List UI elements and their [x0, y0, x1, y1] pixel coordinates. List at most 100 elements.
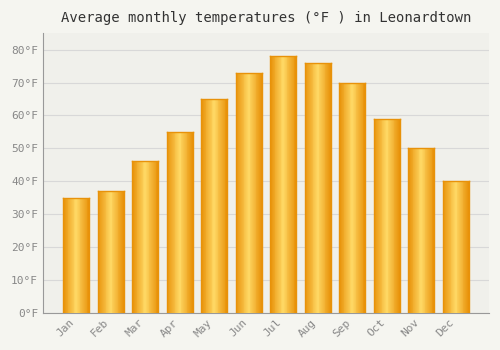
- Bar: [79, 198, 80, 313]
- Bar: [308, 63, 309, 313]
- Bar: [151, 161, 152, 313]
- Bar: [429, 148, 430, 313]
- Bar: [186, 132, 188, 313]
- Bar: [420, 148, 421, 313]
- Bar: [245, 73, 246, 313]
- Bar: [379, 119, 380, 313]
- Bar: [430, 148, 432, 313]
- Bar: [142, 161, 144, 313]
- Bar: [109, 191, 110, 313]
- Bar: [289, 56, 290, 313]
- Bar: [284, 56, 285, 313]
- Bar: [174, 132, 176, 313]
- Bar: [88, 198, 89, 313]
- Bar: [462, 181, 464, 313]
- Title: Average monthly temperatures (°F ) in Leonardtown: Average monthly temperatures (°F ) in Le…: [60, 11, 471, 25]
- Bar: [206, 99, 208, 313]
- Bar: [134, 161, 135, 313]
- Bar: [424, 148, 426, 313]
- Bar: [223, 99, 224, 313]
- Bar: [421, 148, 422, 313]
- Bar: [314, 63, 315, 313]
- Bar: [399, 119, 400, 313]
- Bar: [65, 198, 66, 313]
- Bar: [273, 56, 274, 313]
- Bar: [329, 63, 330, 313]
- Bar: [86, 198, 88, 313]
- Bar: [76, 198, 77, 313]
- Bar: [242, 73, 244, 313]
- Bar: [135, 161, 136, 313]
- Bar: [460, 181, 461, 313]
- Bar: [246, 73, 247, 313]
- Bar: [310, 63, 311, 313]
- Bar: [222, 99, 223, 313]
- Bar: [386, 119, 388, 313]
- Bar: [292, 56, 294, 313]
- Bar: [171, 132, 172, 313]
- Bar: [398, 119, 399, 313]
- Bar: [344, 83, 346, 313]
- Bar: [459, 181, 460, 313]
- Bar: [77, 198, 78, 313]
- Bar: [140, 161, 141, 313]
- Bar: [215, 99, 216, 313]
- Bar: [294, 56, 296, 313]
- Bar: [250, 73, 252, 313]
- Bar: [423, 148, 424, 313]
- Bar: [385, 119, 386, 313]
- Bar: [286, 56, 288, 313]
- Bar: [121, 191, 122, 313]
- Bar: [254, 73, 256, 313]
- Bar: [224, 99, 226, 313]
- Bar: [465, 181, 466, 313]
- Bar: [384, 119, 385, 313]
- Bar: [355, 83, 356, 313]
- Bar: [306, 63, 308, 313]
- Bar: [327, 63, 328, 313]
- Bar: [350, 83, 352, 313]
- Bar: [71, 198, 72, 313]
- Bar: [146, 161, 147, 313]
- Bar: [260, 73, 261, 313]
- Bar: [428, 148, 429, 313]
- Bar: [315, 63, 316, 313]
- Bar: [388, 119, 390, 313]
- Bar: [416, 148, 417, 313]
- Bar: [461, 181, 462, 313]
- Bar: [122, 191, 123, 313]
- Bar: [148, 161, 150, 313]
- Bar: [341, 83, 342, 313]
- Bar: [133, 161, 134, 313]
- Bar: [356, 83, 358, 313]
- Bar: [455, 181, 456, 313]
- Bar: [220, 99, 221, 313]
- Bar: [466, 181, 467, 313]
- Bar: [467, 181, 468, 313]
- Bar: [452, 181, 453, 313]
- Bar: [374, 119, 376, 313]
- Bar: [280, 56, 281, 313]
- Bar: [212, 99, 214, 313]
- Bar: [72, 198, 74, 313]
- Bar: [396, 119, 397, 313]
- Bar: [352, 83, 353, 313]
- Bar: [179, 132, 180, 313]
- Bar: [360, 83, 361, 313]
- Bar: [191, 132, 192, 313]
- Bar: [189, 132, 190, 313]
- Bar: [380, 119, 382, 313]
- Bar: [376, 119, 377, 313]
- Bar: [328, 63, 329, 313]
- Bar: [204, 99, 206, 313]
- Bar: [256, 73, 258, 313]
- Bar: [464, 181, 465, 313]
- Bar: [118, 191, 120, 313]
- Bar: [166, 132, 168, 313]
- Bar: [247, 73, 248, 313]
- Bar: [252, 73, 253, 313]
- Bar: [450, 181, 452, 313]
- Bar: [259, 73, 260, 313]
- Bar: [177, 132, 178, 313]
- Bar: [180, 132, 182, 313]
